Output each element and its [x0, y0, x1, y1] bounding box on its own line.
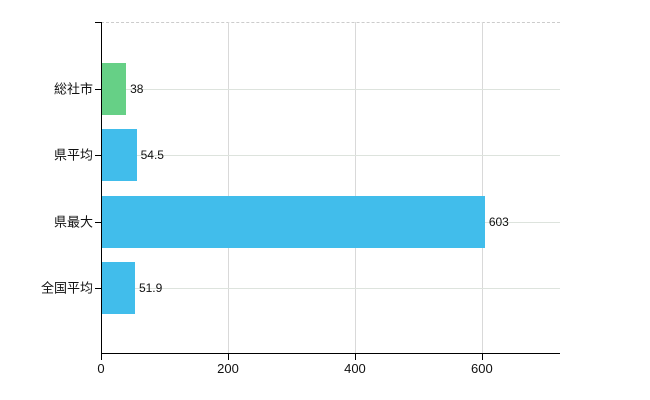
y-axis-tick [95, 288, 101, 289]
x-tick-label: 400 [344, 361, 366, 376]
category-gridline [101, 89, 560, 90]
bar-value-label: 38 [130, 82, 144, 96]
plot-top-gridline [101, 22, 560, 23]
bar [102, 195, 485, 248]
value-gridline [481, 22, 483, 353]
x-axis-tick [101, 353, 102, 360]
category-label: 全国平均 [40, 280, 93, 296]
x-tick-label: 600 [471, 361, 493, 376]
x-tick-label: 200 [217, 361, 239, 376]
value-gridline [227, 22, 229, 353]
y-axis-tick [95, 221, 101, 223]
x-axis-tick [227, 353, 229, 360]
y-axis-tick [95, 89, 101, 90]
bar-value-label: 51.9 [138, 281, 163, 295]
bar [102, 129, 137, 181]
bar-value-label: 54.5 [140, 148, 164, 162]
x-tick-label: 0 [97, 361, 105, 376]
x-axis-tick [354, 353, 356, 360]
category-gridline [101, 155, 560, 156]
category-label: 県平均 [53, 147, 93, 163]
x-axis-tick [481, 353, 483, 360]
category-gridline [101, 288, 560, 289]
category-label: 総社市 [53, 81, 93, 97]
bar-value-label: 603 [488, 214, 509, 229]
bar [102, 262, 135, 314]
y-axis-tick [95, 155, 101, 156]
bar [102, 63, 127, 115]
value-gridline [354, 22, 356, 353]
y-axis-top-tick [95, 22, 101, 23]
y-axis-line [101, 22, 102, 360]
x-axis-line [101, 353, 560, 354]
category-label: 県最大 [53, 214, 93, 229]
